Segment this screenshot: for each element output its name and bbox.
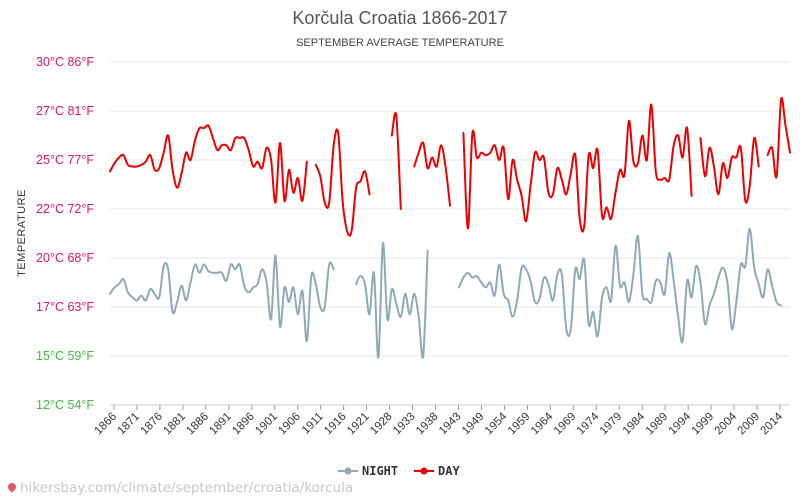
legend-item-night[interactable]: NIGHT	[338, 464, 398, 478]
legend-item-day[interactable]: DAY	[414, 464, 460, 478]
series-line-day	[109, 124, 308, 204]
x-tick-label: 1964	[529, 410, 556, 437]
series-line-day	[413, 141, 451, 207]
x-tick-label: 1876	[138, 411, 165, 438]
legend-night-marker	[344, 467, 352, 475]
x-tick-label: 2004	[713, 410, 740, 437]
y-tick-label: 27°C 81°F	[36, 104, 94, 118]
legend-night-label: NIGHT	[362, 464, 398, 478]
legend: NIGHT DAY	[338, 464, 460, 478]
series-line-night	[109, 254, 335, 343]
series-night	[109, 227, 783, 359]
x-tick-label: 1901	[253, 411, 280, 438]
x-tick-label: 1906	[276, 411, 303, 438]
y-tick-label: 25°C 77°F	[36, 153, 94, 167]
x-tick-label: 1984	[621, 410, 648, 437]
series-line-day	[699, 136, 760, 204]
series-line-day	[766, 96, 791, 179]
series-line-night	[457, 227, 783, 344]
series-line-day	[462, 103, 693, 233]
x-tick-label: 1933	[391, 411, 418, 438]
y-tick-label: 20°C 68°F	[36, 251, 94, 265]
y-tick-label: 15°C 59°F	[36, 349, 94, 363]
chart-subtitle: SEPTEMBER AVERAGE TEMPERATURE	[296, 37, 504, 49]
x-tick-label: 1928	[368, 411, 395, 438]
x-tick-label: 1916	[322, 411, 349, 438]
series-line-day	[390, 112, 402, 210]
y-tick-label: 22°C 72°F	[36, 202, 94, 216]
y-axis-label: TEMPERATURE	[16, 189, 28, 277]
x-tick-label: 1949	[460, 411, 487, 438]
grid-lines	[110, 61, 790, 406]
x-tick-label: 1938	[414, 411, 441, 438]
series-layer	[109, 96, 791, 359]
y-axis-ticks: 30°C 86°F 27°C 81°F 25°C 77°F 22°C 72°F 20°C…	[36, 55, 94, 412]
x-tick-label: 1881	[161, 411, 188, 438]
series-line-night	[355, 242, 429, 359]
series-line-day	[314, 128, 371, 237]
y-tick-label: 12°C 54°F	[36, 398, 94, 412]
x-tick-label: 1979	[598, 411, 625, 438]
x-tick-label: 1896	[230, 411, 257, 438]
x-axis: 1866187118761881188618911896190119061911…	[93, 404, 790, 438]
x-tick-label: 1911	[300, 411, 326, 437]
y-tick-label: 30°C 86°F	[36, 55, 94, 69]
x-tick-label: 1866	[93, 411, 120, 438]
x-tick-label: 1974	[575, 410, 602, 437]
series-day	[109, 96, 791, 237]
x-tick-label: 2009	[736, 411, 763, 438]
legend-day-label: DAY	[438, 464, 460, 478]
x-tick-label: 1989	[644, 411, 671, 438]
y-tick-label: 17°C 63°F	[36, 300, 94, 314]
x-tick-label: 1886	[184, 411, 211, 438]
x-tick-label: 1921	[345, 411, 372, 438]
x-tick-label: 2014	[759, 410, 786, 437]
x-tick-label: 1999	[690, 411, 717, 438]
x-tick-label: 1891	[207, 411, 234, 438]
x-tick-label: 1969	[552, 411, 579, 438]
x-tick-label: 1994	[667, 410, 694, 437]
chart-title: Korčula Croatia 1866-2017	[292, 8, 507, 28]
x-tick-label: 1871	[116, 411, 143, 438]
legend-day-marker	[420, 467, 428, 475]
x-tick-label: 1943	[437, 411, 464, 438]
location-pin-icon	[6, 481, 18, 493]
footer-link[interactable]: hikersbay.com/climate/september/croatia/…	[6, 480, 354, 496]
footer-url: hikersbay.com/climate/september/croatia/…	[20, 480, 354, 496]
x-tick-label: 1954	[483, 410, 510, 437]
x-tick-label: 1959	[506, 411, 533, 438]
